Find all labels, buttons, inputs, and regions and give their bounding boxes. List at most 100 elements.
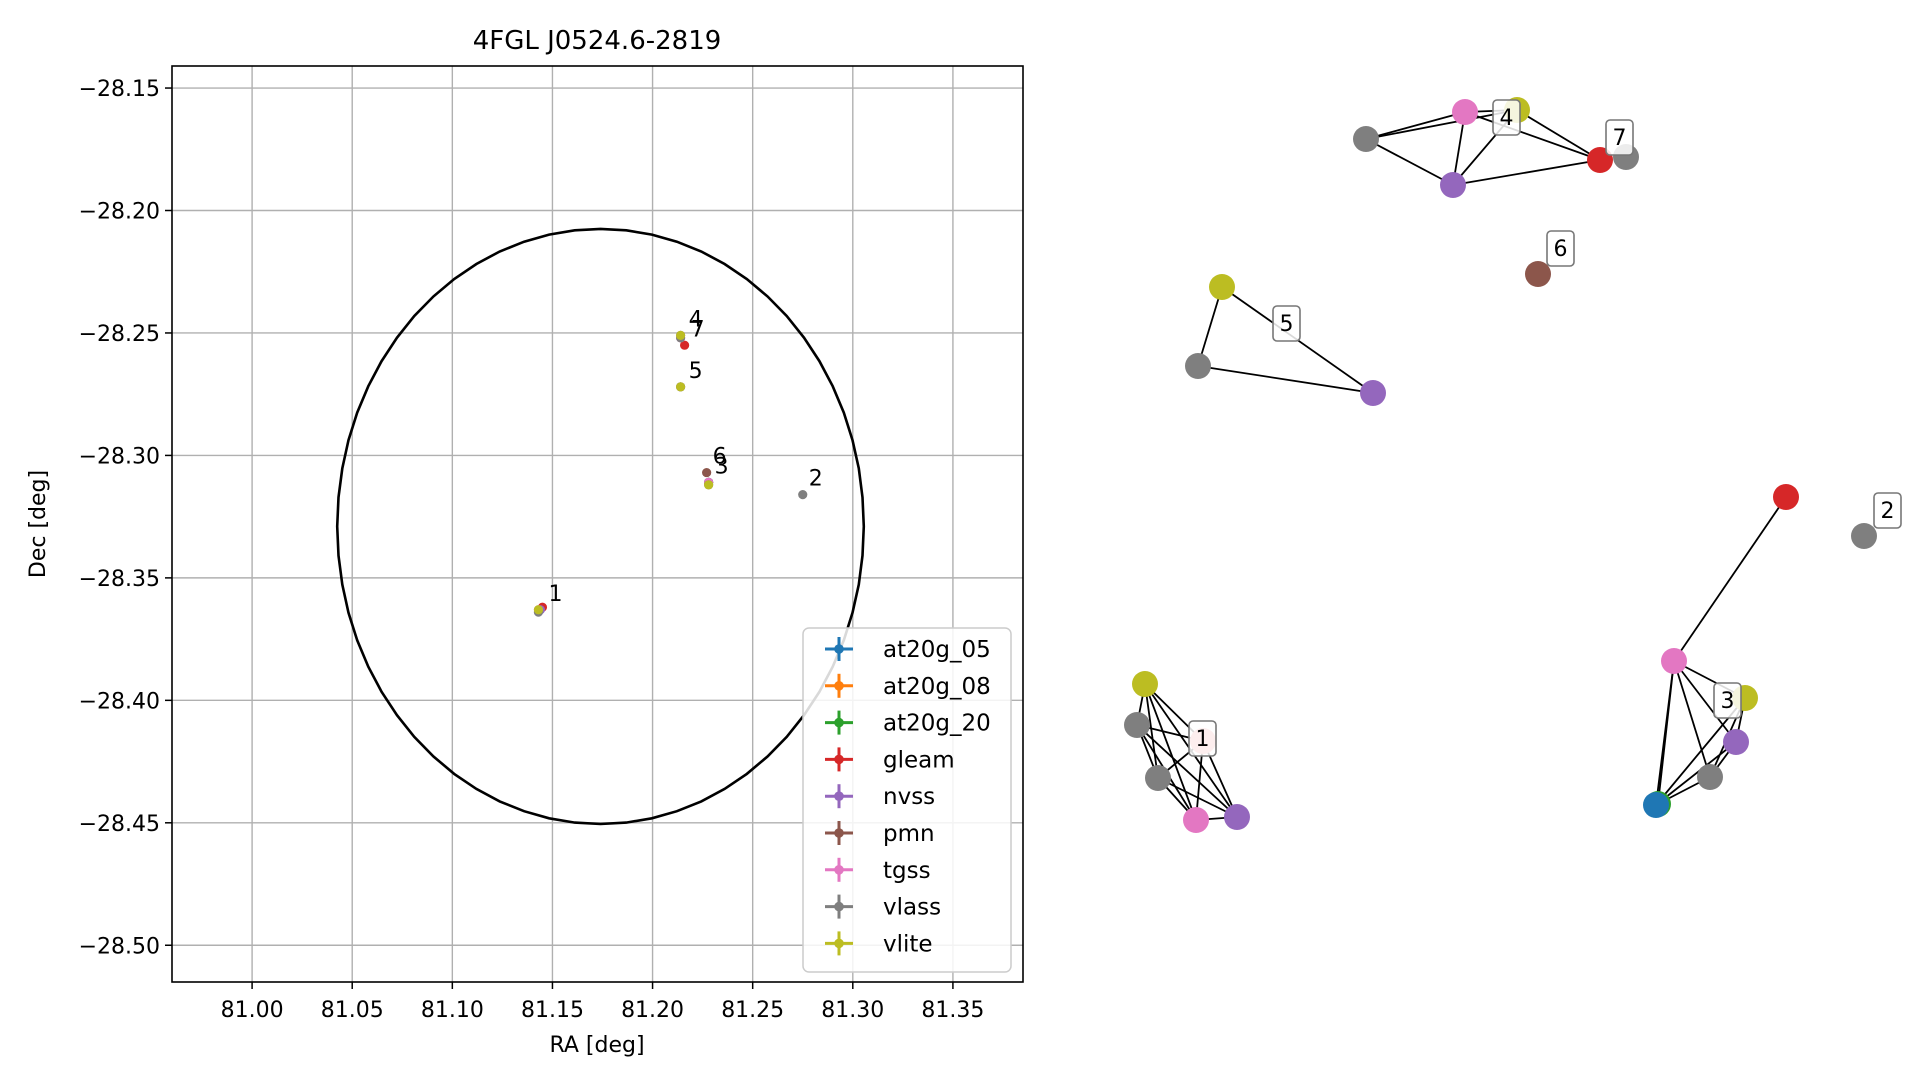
data-point-gleam: [680, 340, 690, 350]
legend-marker-dot: [834, 938, 844, 949]
legend-label: tgss: [883, 858, 931, 884]
x-tick-label: 81.10: [421, 998, 484, 1023]
legend-label: gleam: [883, 747, 955, 773]
network-node-vlass: [1697, 764, 1723, 790]
legend-label: nvss: [883, 784, 935, 810]
network-edge: [1365, 111, 1466, 140]
network-edge: [1673, 496, 1787, 662]
legend-marker-dot: [834, 828, 844, 838]
x-tick-label: 81.00: [221, 998, 284, 1023]
legend-frame: [802, 627, 1012, 973]
network-node-tgss: [1452, 99, 1478, 125]
x-tick-label: 81.05: [321, 998, 384, 1023]
y-tick-label: −28.30: [79, 444, 160, 469]
network-node-vlite: [1209, 274, 1235, 300]
svg-text:4: 4: [1500, 106, 1514, 131]
point-annotations: 1 2 3 4 5 6 7: [548, 308, 822, 607]
point-annotation-2: 2: [809, 467, 823, 492]
network-node-vlass: [1185, 353, 1211, 379]
network-node-vlass: [1124, 712, 1150, 738]
svg-text:7: 7: [1613, 126, 1627, 151]
y-tick-label: −28.50: [79, 934, 160, 959]
data-point-vlite: [675, 382, 686, 392]
point-annotation-7: 7: [691, 317, 705, 342]
legend-item-pmn: pmn: [825, 821, 935, 847]
plot-area: 81.00 81.05 81.10 81.15 81.20 81.25 81.30 81.35…: [79, 65, 1024, 1023]
network-label-4: 4: [1492, 99, 1521, 136]
svg-text:2: 2: [1881, 499, 1895, 524]
x-tick-label: 81.30: [821, 998, 884, 1023]
y-tick-label: −28.25: [79, 322, 160, 347]
legend-marker-dot: [834, 865, 844, 875]
legend-marker-dot: [834, 901, 844, 912]
legend-item-at20g_05: at20g_05: [825, 637, 991, 663]
network-node-nvss: [1224, 804, 1250, 830]
network-label-6: 6: [1546, 230, 1575, 267]
point-annotation-1: 1: [548, 582, 562, 607]
legend-marker-dot: [834, 754, 844, 765]
legend-label: vlite: [883, 931, 933, 957]
network-node-vlass: [1353, 126, 1379, 152]
legend-item-nvss: nvss: [825, 784, 935, 810]
point-annotation-6: 6: [713, 445, 727, 470]
legend-item-at20g_08: at20g_08: [825, 673, 991, 700]
legend-label: at20g_20: [883, 711, 991, 737]
y-tick-label: −28.45: [79, 812, 160, 837]
x-tick-label: 81.20: [621, 998, 684, 1023]
network-node-nvss: [1440, 172, 1466, 198]
axes-frame: [171, 65, 1024, 983]
network-edge: [1657, 660, 1675, 805]
legend-item-tgss: tgss: [825, 857, 931, 884]
data-point-vlite: [675, 330, 686, 341]
data-points: [533, 330, 808, 617]
point-annotation-5: 5: [689, 359, 703, 384]
svg-text:6: 6: [1554, 237, 1568, 262]
network-node-at20g-05: [1643, 792, 1669, 818]
svg-text:1: 1: [1196, 727, 1210, 752]
data-point-vlite: [704, 480, 714, 490]
legend-marker-dot: [834, 644, 844, 654]
network-node-vlite: [1132, 671, 1158, 697]
x-tick-label: 81.15: [521, 998, 584, 1023]
network-edge: [1516, 109, 1601, 161]
network-node-gleam: [1773, 484, 1799, 510]
network-edge: [1144, 683, 1197, 821]
y-tick-label: −28.15: [79, 77, 160, 102]
legend-item-vlass: vlass: [825, 894, 941, 921]
network-node-nvss: [1723, 729, 1749, 755]
data-point-vlite: [533, 605, 544, 615]
legend-label: at20g_05: [883, 637, 991, 663]
network-edge: [1464, 111, 1601, 161]
network-nodes: [1124, 97, 1877, 833]
legend-label: pmn: [883, 821, 935, 847]
y-tick-label: −28.20: [79, 200, 160, 225]
legend-item-vlite: vlite: [825, 931, 933, 957]
point-annotation-3: 3: [715, 454, 729, 479]
x-tick-label: 81.35: [921, 998, 984, 1023]
legend-marker-dot: [834, 791, 844, 801]
network-edge: [1136, 724, 1238, 818]
network-label-5: 5: [1272, 305, 1301, 342]
data-point-vlass: [798, 490, 808, 500]
network-node-pmn: [1525, 261, 1551, 287]
uncertainty-ellipse: [335, 227, 866, 826]
network-label-1: 1: [1188, 720, 1217, 757]
legend-label: at20g_08: [883, 674, 991, 700]
network-edge: [1365, 109, 1518, 140]
network-edge: [1673, 660, 1711, 778]
network-edge: [1365, 138, 1454, 186]
crossmatch-network: 4 7 6 5 2 1 3: [1124, 97, 1902, 833]
legend-marker-dot: [834, 681, 844, 691]
network-node-nvss: [1360, 380, 1386, 406]
y-axis-ticks: −28.15 −28.20 −28.25 −28.30 −28.35 −28.40 −28.…: [79, 77, 172, 959]
point-annotation-4: 4: [689, 308, 703, 333]
network-labels: 4 7 6 5 2 1 3: [1188, 99, 1902, 757]
network-label-7: 7: [1605, 119, 1634, 156]
network-edge: [1144, 683, 1159, 779]
network-label-3: 3: [1713, 682, 1742, 719]
network-node-vlass: [1145, 765, 1171, 791]
x-axis-label: RA [deg]: [549, 1033, 644, 1058]
x-tick-label: 81.25: [721, 998, 784, 1023]
